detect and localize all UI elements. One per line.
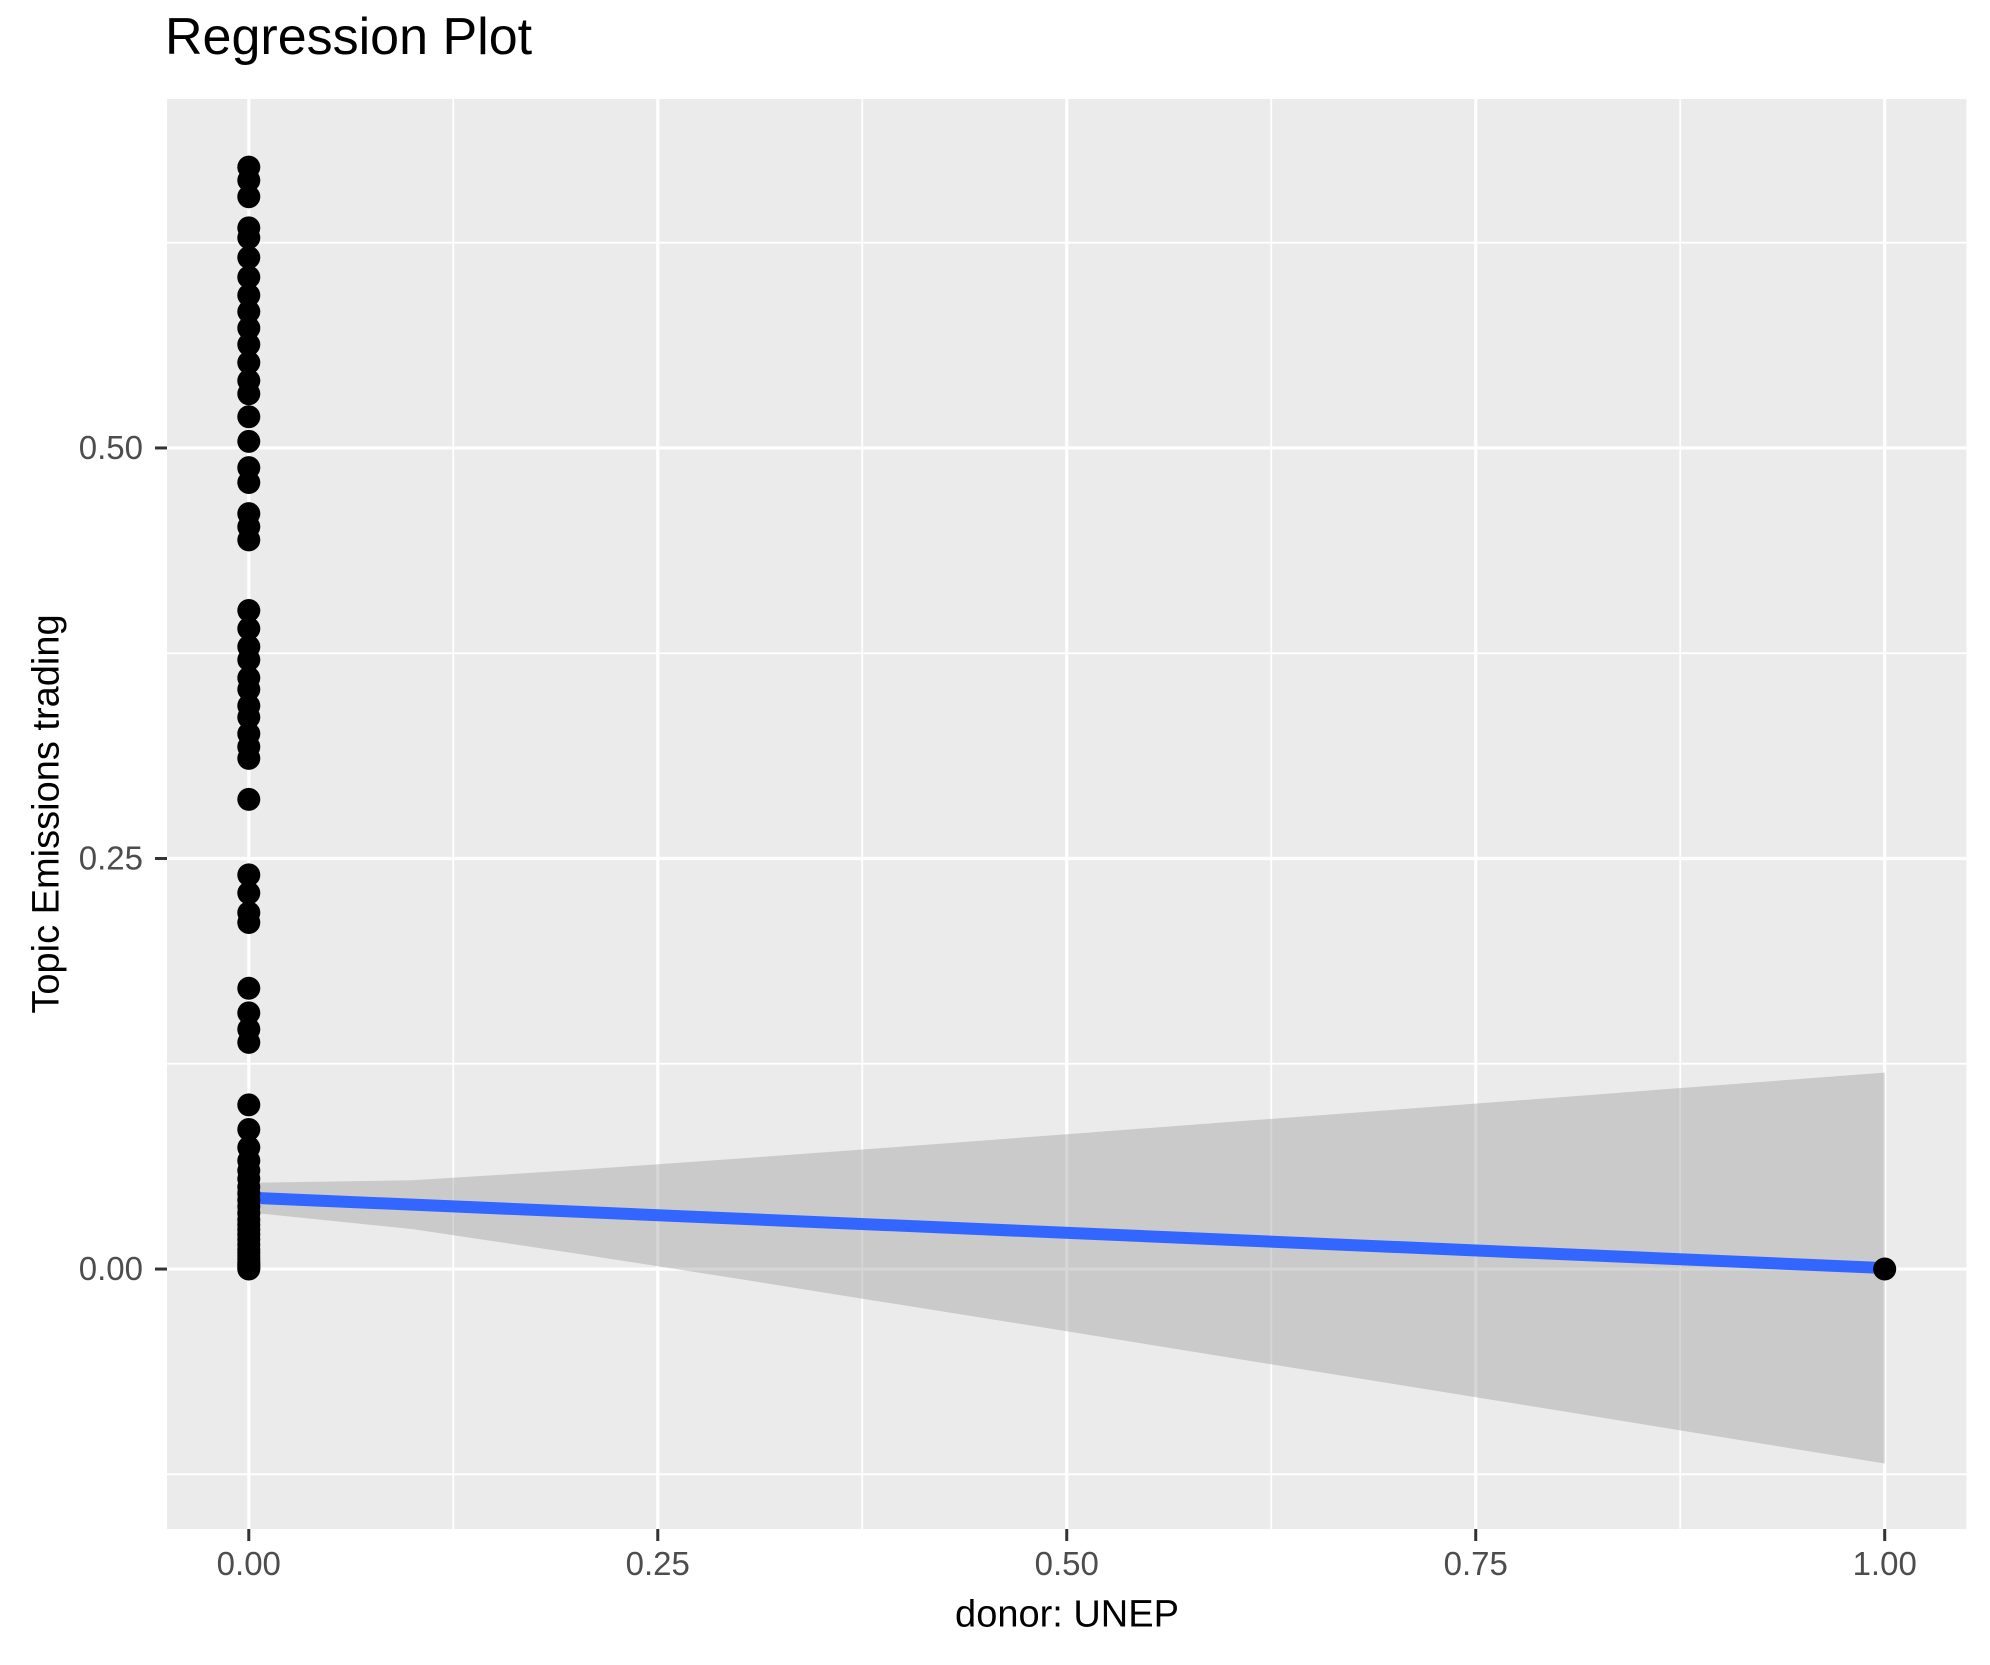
x-tick-label: 0.50 [1035,1545,1099,1582]
data-point [237,881,261,905]
data-point [237,382,261,406]
data-point [237,911,261,935]
data-point [237,333,261,357]
x-axis-title: donor: UNEP [955,1593,1179,1636]
y-tick-label: 0.00 [79,1250,143,1287]
y-tick-label: 0.50 [79,429,143,466]
x-tick-label: 0.00 [217,1545,281,1582]
data-point [237,863,261,887]
data-point [237,1117,261,1141]
data-point [237,168,261,192]
data-point [237,185,261,209]
data-point [237,976,261,1000]
data-point [237,405,261,429]
data-point [237,351,261,375]
data-point [237,599,261,623]
data-point [237,283,261,307]
y-axis-title: Topic Emissions trading [25,614,68,1014]
x-tick-label: 1.00 [1853,1545,1917,1582]
data-point [237,677,261,701]
data-point [237,787,261,811]
x-tick-label: 0.75 [1444,1545,1508,1582]
data-point [237,429,261,453]
confidence-ribbon [248,1072,1885,1464]
data-point [237,528,261,552]
data-point [237,245,261,269]
data-point [237,617,261,641]
data-point [237,705,261,729]
data-point [237,1257,261,1281]
data-point [237,265,261,289]
data-point [1873,1257,1897,1281]
data-point [237,1001,261,1025]
x-tick-label: 0.25 [626,1545,690,1582]
regression-line [248,1191,1885,1275]
data-point [237,746,261,770]
data-point [237,648,261,672]
data-point [237,1093,261,1117]
data-point [237,1030,261,1054]
data-point [237,300,261,324]
data-point [237,316,261,340]
plot-title: Regression Plot [165,8,533,66]
data-point [237,226,261,250]
y-tick-label: 0.25 [79,840,143,877]
data-point [237,470,261,494]
